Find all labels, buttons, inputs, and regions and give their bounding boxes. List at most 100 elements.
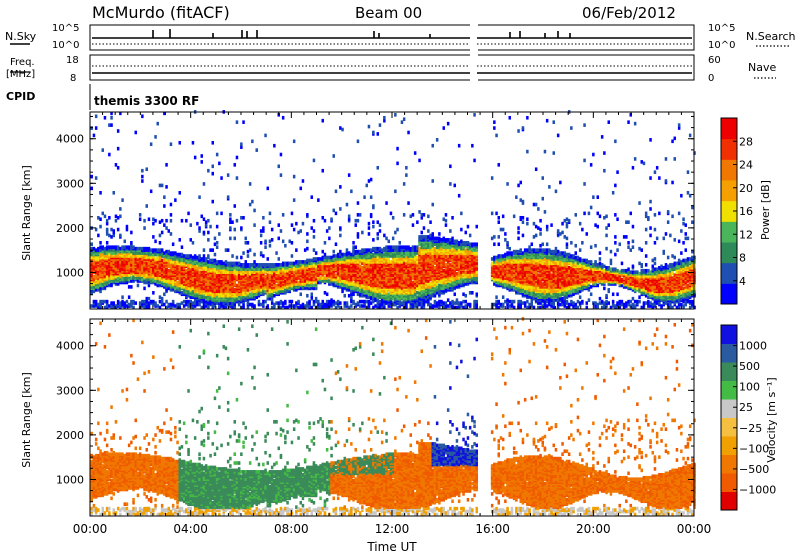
- range-gate-cell: [242, 251, 245, 255]
- range-gate-cell: [244, 236, 248, 241]
- range-gate-cell: [222, 304, 226, 308]
- range-gate-cell: [99, 217, 102, 222]
- range-gate-cell: [297, 270, 300, 275]
- range-gate-cell: [240, 292, 243, 297]
- range-gate-cell: [121, 198, 124, 202]
- range-gate-cell: [154, 276, 157, 280]
- range-gate-cell: [367, 285, 371, 289]
- range-gate-cell: [312, 248, 316, 252]
- range-gate-cell: [358, 304, 362, 308]
- range-gate-cell: [367, 280, 371, 285]
- range-gate-cell: [262, 229, 265, 233]
- range-gate-cell: [277, 301, 281, 305]
- range-gate-cell: [365, 299, 369, 304]
- range-gate-cell: [215, 224, 219, 229]
- range-gate-cell: [398, 288, 402, 292]
- range-gate-cell: [314, 274, 318, 279]
- range-gate-cell: [292, 198, 296, 202]
- range-gate-cell: [136, 283, 140, 288]
- range-gate-cell: [279, 229, 283, 233]
- range-gate-cell: [158, 183, 162, 188]
- range-gate-cell: [266, 273, 270, 277]
- range-gate-cell: [189, 223, 193, 227]
- range-gate-cell: [174, 257, 177, 261]
- range-gate-cell: [429, 243, 432, 248]
- range-gate-cell: [160, 258, 164, 263]
- range-gate-cell: [167, 268, 171, 273]
- range-gate-cell: [229, 217, 232, 222]
- range-gate-cell: [339, 185, 342, 189]
- range-gate-cell: [334, 242, 338, 247]
- range-gate-cell: [143, 255, 146, 260]
- range-gate-cell: [97, 246, 100, 251]
- range-gate-cell: [141, 179, 144, 183]
- range-gate-cell: [398, 282, 402, 286]
- range-gate-cell: [378, 229, 382, 233]
- range-gate-cell: [356, 249, 360, 254]
- range-gate-cell: [356, 139, 360, 144]
- range-gate-cell: [244, 273, 248, 277]
- range-gate-cell: [312, 158, 316, 163]
- range-gate-cell: [418, 210, 421, 214]
- range-gate-cell: [233, 204, 237, 208]
- range-gate-cell: [312, 283, 316, 288]
- range-gate-cell: [229, 236, 232, 241]
- range-gate-cell: [145, 296, 149, 301]
- range-gate-cell: [273, 263, 276, 267]
- range-gate-cell: [119, 260, 122, 264]
- range-gate-cell: [422, 235, 426, 239]
- range-gate-cell: [233, 227, 237, 232]
- range-gate-cell: [330, 301, 333, 305]
- range-gate-cell: [352, 240, 355, 245]
- range-gate-cell: [149, 189, 153, 194]
- range-gate-cell: [163, 223, 166, 227]
- range-gate-cell: [352, 248, 355, 252]
- range-gate-cell: [286, 305, 289, 310]
- range-gate-cell: [372, 265, 375, 270]
- range-gate-cell: [312, 302, 316, 307]
- range-gate-cell: [277, 257, 281, 261]
- range-gate-cell: [255, 282, 259, 286]
- range-gate-cell: [444, 254, 448, 258]
- range-gate-cell: [169, 218, 173, 223]
- range-gate-cell: [378, 305, 382, 310]
- range-gate-cell: [281, 261, 285, 266]
- range-gate-cell: [193, 268, 197, 273]
- range-gate-cell: [369, 213, 373, 217]
- range-gate-cell: [332, 263, 336, 267]
- range-gate-cell: [372, 246, 375, 251]
- range-gate-cell: [367, 248, 371, 252]
- range-gate-cell: [345, 264, 349, 269]
- range-gate-cell: [328, 279, 331, 283]
- range-gate-cell: [207, 238, 210, 242]
- range-gate-cell: [231, 298, 234, 302]
- range-gate-cell: [446, 238, 450, 242]
- range-gate-cell: [292, 304, 296, 308]
- range-gate-cell: [369, 177, 373, 182]
- range-gate-cell: [270, 227, 274, 232]
- range-gate-cell: [224, 260, 228, 264]
- range-gate-cell: [292, 265, 296, 270]
- range-gate-cell: [277, 223, 281, 227]
- cpid-label: CPID: [6, 90, 35, 103]
- range-gate-cell: [352, 299, 355, 304]
- range-gate-cell: [213, 261, 217, 266]
- range-gate-cell: [220, 286, 223, 291]
- range-gate-cell: [405, 273, 408, 277]
- range-gate-cell: [207, 304, 210, 308]
- range-gate-cell: [418, 249, 421, 254]
- range-gate-cell: [92, 133, 96, 138]
- range-gate-cell: [165, 305, 168, 310]
- range-gate-cell: [339, 305, 342, 310]
- range-gate-cell: [237, 261, 241, 266]
- range-gate-cell: [407, 299, 410, 304]
- range-gate-cell: [149, 299, 153, 304]
- range-gate-cell: [321, 168, 325, 173]
- range-gate-cell: [262, 226, 265, 230]
- range-gate-cell: [420, 235, 424, 239]
- range-gate-cell: [411, 245, 415, 249]
- range-gate-cell: [325, 292, 329, 297]
- range-gate-cell: [336, 276, 340, 280]
- range-gate-cell: [319, 276, 322, 280]
- range-gate-cell: [143, 246, 146, 251]
